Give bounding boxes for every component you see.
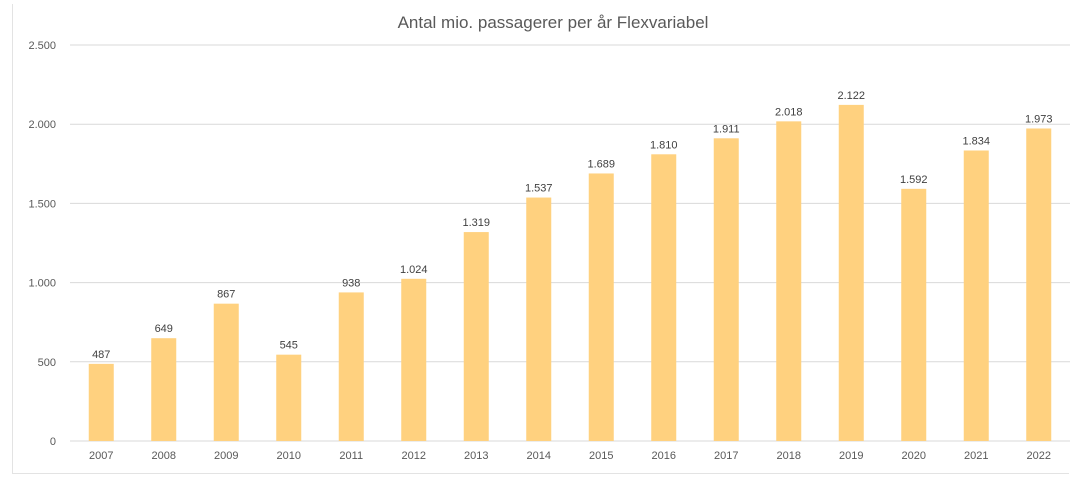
x-axis-ticks: 2007 2008 2009 2010 2011 2012 2013 2014 2015 2016… bbox=[89, 450, 1051, 462]
data-label: 545 bbox=[280, 340, 298, 352]
x-tick-label: 2013 bbox=[464, 450, 488, 462]
x-tick-label: 2016 bbox=[652, 450, 676, 462]
x-tick-label: 2015 bbox=[589, 450, 613, 462]
bar bbox=[713, 138, 739, 441]
bar bbox=[588, 173, 614, 441]
bar bbox=[463, 232, 489, 441]
data-label: 867 bbox=[217, 289, 235, 301]
data-label: 2.018 bbox=[775, 106, 803, 118]
y-tick-label: 500 bbox=[38, 357, 56, 369]
bar bbox=[338, 292, 364, 441]
bar bbox=[276, 354, 302, 441]
chart-frame bbox=[12, 4, 1069, 474]
y-tick-label: 1.500 bbox=[28, 198, 56, 210]
y-axis-ticks: 0 500 1.000 1.500 2.000 2.500 bbox=[28, 40, 56, 448]
bar bbox=[1026, 128, 1052, 441]
data-label: 2.122 bbox=[837, 90, 865, 102]
chart-title: Antal mio. passagerer per år Flexvariabe… bbox=[398, 13, 709, 32]
data-label: 1.834 bbox=[962, 135, 990, 147]
data-labels: 487 649 867 545 938 1.024 1.319 1.537 1.689 1.810… bbox=[92, 90, 1052, 361]
x-tick-label: 2008 bbox=[152, 450, 176, 462]
data-label: 487 bbox=[92, 349, 110, 361]
data-label: 1.592 bbox=[900, 174, 928, 186]
data-label: 649 bbox=[155, 323, 173, 335]
data-label: 1.024 bbox=[400, 264, 428, 276]
y-tick-label: 0 bbox=[50, 436, 56, 448]
y-tick-label: 1.000 bbox=[28, 278, 56, 290]
x-tick-label: 2020 bbox=[902, 450, 926, 462]
x-tick-label: 2007 bbox=[89, 450, 113, 462]
y-tick-label: 2.500 bbox=[28, 40, 56, 52]
x-tick-label: 2010 bbox=[277, 450, 301, 462]
bar bbox=[213, 303, 239, 441]
x-tick-label: 2021 bbox=[964, 450, 988, 462]
x-tick-label: 2009 bbox=[214, 450, 238, 462]
bar bbox=[151, 338, 177, 441]
bar bbox=[776, 121, 802, 441]
bar bbox=[963, 150, 989, 442]
x-tick-label: 2018 bbox=[777, 450, 801, 462]
data-label: 1.319 bbox=[462, 217, 490, 229]
data-label: 1.537 bbox=[525, 183, 553, 195]
data-label: 1.911 bbox=[713, 123, 740, 135]
bar bbox=[88, 363, 114, 441]
x-tick-label: 2019 bbox=[839, 450, 863, 462]
x-tick-label: 2017 bbox=[714, 450, 738, 462]
data-label: 1.973 bbox=[1025, 113, 1053, 125]
data-label: 938 bbox=[342, 277, 360, 289]
data-label: 1.810 bbox=[650, 139, 678, 151]
data-label: 1.689 bbox=[587, 158, 615, 170]
bars bbox=[88, 104, 1052, 442]
bar bbox=[401, 278, 427, 441]
bar bbox=[651, 154, 677, 441]
bar bbox=[526, 197, 552, 441]
x-tick-label: 2014 bbox=[527, 450, 551, 462]
x-tick-label: 2022 bbox=[1027, 450, 1051, 462]
x-tick-label: 2011 bbox=[339, 450, 363, 462]
bar bbox=[901, 188, 927, 441]
y-tick-label: 2.000 bbox=[28, 119, 56, 131]
x-tick-label: 2012 bbox=[402, 450, 426, 462]
bar bbox=[838, 104, 864, 442]
